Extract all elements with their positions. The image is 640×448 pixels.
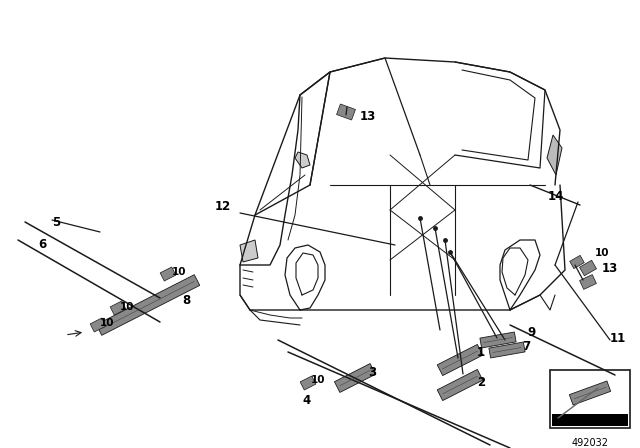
Text: 10: 10 xyxy=(595,248,609,258)
Polygon shape xyxy=(489,342,525,358)
Polygon shape xyxy=(480,332,516,348)
Polygon shape xyxy=(110,301,126,315)
Bar xyxy=(552,414,628,426)
Text: 492032: 492032 xyxy=(572,438,609,448)
Text: 7: 7 xyxy=(522,340,530,353)
Text: 14: 14 xyxy=(548,190,564,203)
Polygon shape xyxy=(90,318,106,332)
Text: 11: 11 xyxy=(610,332,627,345)
Text: 6: 6 xyxy=(38,238,46,251)
Polygon shape xyxy=(300,376,316,390)
Text: 4: 4 xyxy=(302,393,310,406)
Text: 3: 3 xyxy=(368,366,376,379)
Polygon shape xyxy=(570,381,611,405)
Text: 13: 13 xyxy=(360,111,376,124)
Polygon shape xyxy=(437,370,483,401)
Polygon shape xyxy=(160,267,176,281)
Polygon shape xyxy=(579,260,596,276)
Text: 2: 2 xyxy=(477,375,485,388)
Polygon shape xyxy=(335,364,376,392)
Polygon shape xyxy=(570,255,584,269)
Bar xyxy=(550,370,630,428)
Text: 13: 13 xyxy=(602,262,618,275)
Polygon shape xyxy=(337,104,355,120)
Text: 1: 1 xyxy=(477,346,485,359)
Polygon shape xyxy=(547,135,562,175)
Text: 10: 10 xyxy=(120,302,134,312)
Text: 8: 8 xyxy=(182,294,190,307)
Polygon shape xyxy=(437,345,483,375)
Text: 5: 5 xyxy=(52,215,60,228)
Polygon shape xyxy=(580,275,596,289)
Polygon shape xyxy=(240,240,258,262)
Text: 9: 9 xyxy=(527,327,535,340)
Text: 12: 12 xyxy=(215,201,231,214)
Text: 10: 10 xyxy=(311,375,326,385)
Text: 10: 10 xyxy=(100,318,115,328)
Text: 10: 10 xyxy=(172,267,186,277)
Polygon shape xyxy=(295,152,310,168)
Polygon shape xyxy=(96,275,200,335)
